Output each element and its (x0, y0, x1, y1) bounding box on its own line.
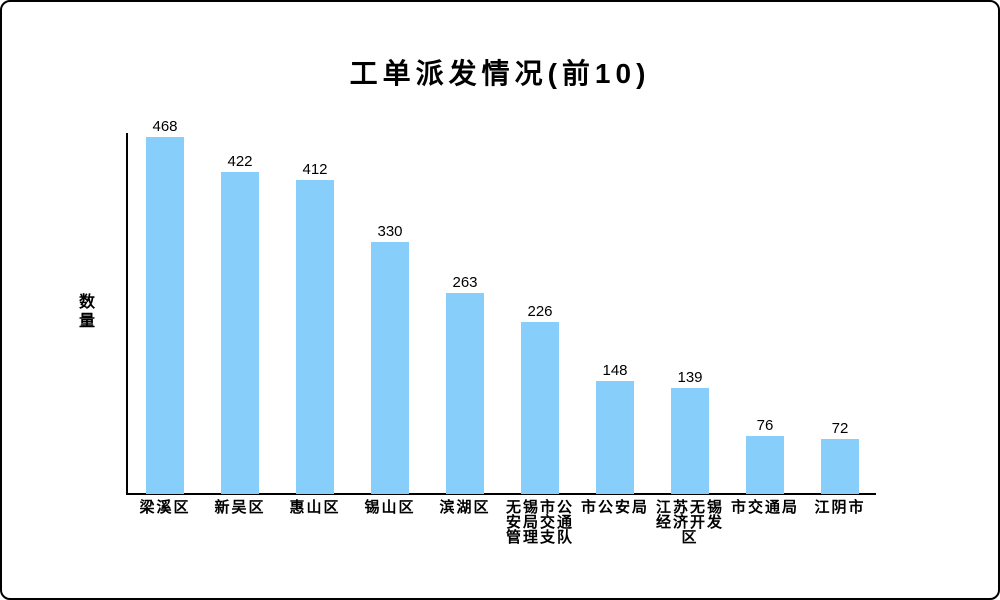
bar-value-label: 72 (831, 420, 849, 437)
x-tick-label: 惠山区 (289, 499, 341, 516)
bar (821, 439, 859, 494)
x-tick-label: 市交通局 (730, 499, 799, 516)
x-tick-label: 梁溪区 (139, 499, 191, 516)
bar-value-label: 330 (377, 223, 403, 240)
chart-title: 工单派发情况(前10) (349, 58, 651, 89)
x-tick-label: 江苏无锡经济开发区 (655, 499, 724, 546)
bar-value-label: 226 (527, 303, 553, 320)
x-tick-label: 新吴区 (214, 499, 266, 516)
bar-value-label: 412 (302, 161, 328, 178)
x-tick-label: 锡山区 (364, 499, 416, 516)
bar-value-label: 148 (602, 362, 628, 379)
bar (596, 381, 634, 494)
bar-value-label: 263 (452, 274, 478, 291)
bar (521, 322, 559, 494)
x-axis-line (126, 493, 876, 495)
x-tick-label: 无锡市公安局交通管理支队 (505, 499, 574, 546)
bar-value-label: 422 (227, 153, 253, 170)
bar (671, 388, 709, 494)
x-tick-label: 市公安局 (580, 499, 649, 516)
bar-value-label: 76 (756, 417, 774, 434)
bar-value-label: 468 (152, 118, 178, 135)
bar-value-label: 139 (677, 369, 703, 386)
bar (446, 293, 484, 494)
y-axis-line (126, 133, 128, 495)
bar (146, 137, 184, 494)
bar (371, 242, 409, 494)
bar (221, 172, 259, 494)
x-tick-label: 江阴市 (814, 499, 866, 516)
x-tick-label: 滨湖区 (439, 499, 491, 516)
y-axis-label: 数量 (78, 294, 95, 330)
bar (296, 180, 334, 494)
bar (746, 436, 784, 494)
